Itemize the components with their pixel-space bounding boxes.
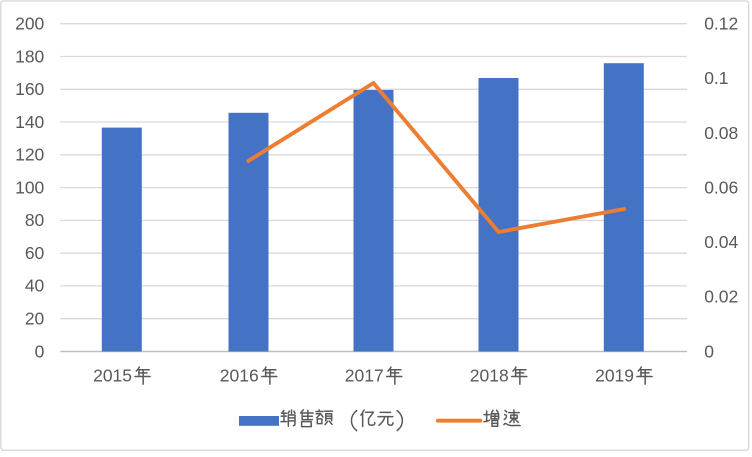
svg-text:2019: 2019 bbox=[595, 365, 634, 385]
svg-text:2017: 2017 bbox=[345, 365, 384, 385]
svg-text:0.12: 0.12 bbox=[704, 14, 738, 34]
svg-text:80: 80 bbox=[25, 210, 45, 230]
svg-text:0.02: 0.02 bbox=[704, 287, 738, 307]
svg-text:2016: 2016 bbox=[220, 365, 259, 385]
svg-text:0: 0 bbox=[35, 341, 45, 361]
svg-text:2018: 2018 bbox=[470, 365, 509, 385]
svg-text:0.06: 0.06 bbox=[704, 177, 738, 197]
svg-text:2015: 2015 bbox=[93, 365, 132, 385]
svg-text:0: 0 bbox=[704, 341, 714, 361]
svg-text:40: 40 bbox=[25, 276, 45, 296]
svg-text:140: 140 bbox=[15, 112, 44, 132]
svg-text:20: 20 bbox=[25, 309, 45, 329]
svg-text:160: 160 bbox=[15, 79, 44, 99]
svg-text:60: 60 bbox=[25, 243, 45, 263]
svg-text:0.1: 0.1 bbox=[704, 68, 728, 88]
svg-text:0.04: 0.04 bbox=[704, 232, 738, 252]
svg-text:120: 120 bbox=[15, 145, 44, 165]
svg-text:0.08: 0.08 bbox=[704, 123, 738, 143]
svg-text:100: 100 bbox=[15, 177, 44, 197]
svg-text:180: 180 bbox=[15, 46, 44, 66]
svg-text:200: 200 bbox=[15, 14, 44, 34]
